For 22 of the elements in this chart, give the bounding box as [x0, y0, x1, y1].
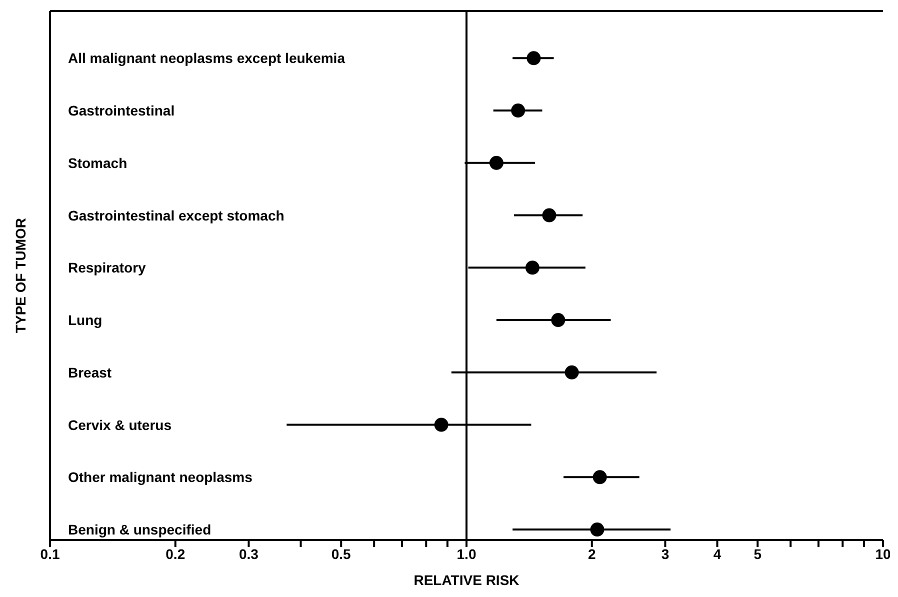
x-tick-label: 2 — [588, 546, 596, 562]
x-tick-label: 1.0 — [456, 546, 476, 562]
y-tick-label: Gastrointestinal — [68, 102, 175, 119]
x-tick-label: 0.2 — [166, 546, 186, 562]
x-tick-label: 3 — [661, 546, 670, 562]
y-tick-label: Stomach — [68, 154, 128, 171]
y-tick-label: Cervix & uterus — [68, 416, 172, 433]
x-tick-label: 0.1 — [40, 546, 60, 562]
y-tick-label: Benign & unspecified — [68, 522, 212, 538]
y-tick-label: Breast — [68, 364, 112, 380]
x-axis-title: RELATIVE RISK — [414, 572, 520, 588]
x-tick-label: 0.3 — [238, 546, 259, 562]
x-tick-label: 10 — [875, 546, 891, 562]
x-tick-label: 0.5 — [331, 546, 352, 562]
y-tick-label: Gastrointestinal except stomach — [68, 207, 284, 224]
x-tick-label: 5 — [754, 546, 762, 562]
y-tick-label: Lung — [68, 312, 102, 328]
x-tick-label: 4 — [713, 546, 722, 562]
y-axis-title: TYPE OF TUMOR — [12, 218, 29, 334]
y-tick-label: Other malignant neoplasms — [68, 469, 253, 486]
y-tick-label: All malignant neoplasms except leukemia — [68, 50, 346, 66]
y-tick-label: Respiratory — [68, 260, 146, 276]
